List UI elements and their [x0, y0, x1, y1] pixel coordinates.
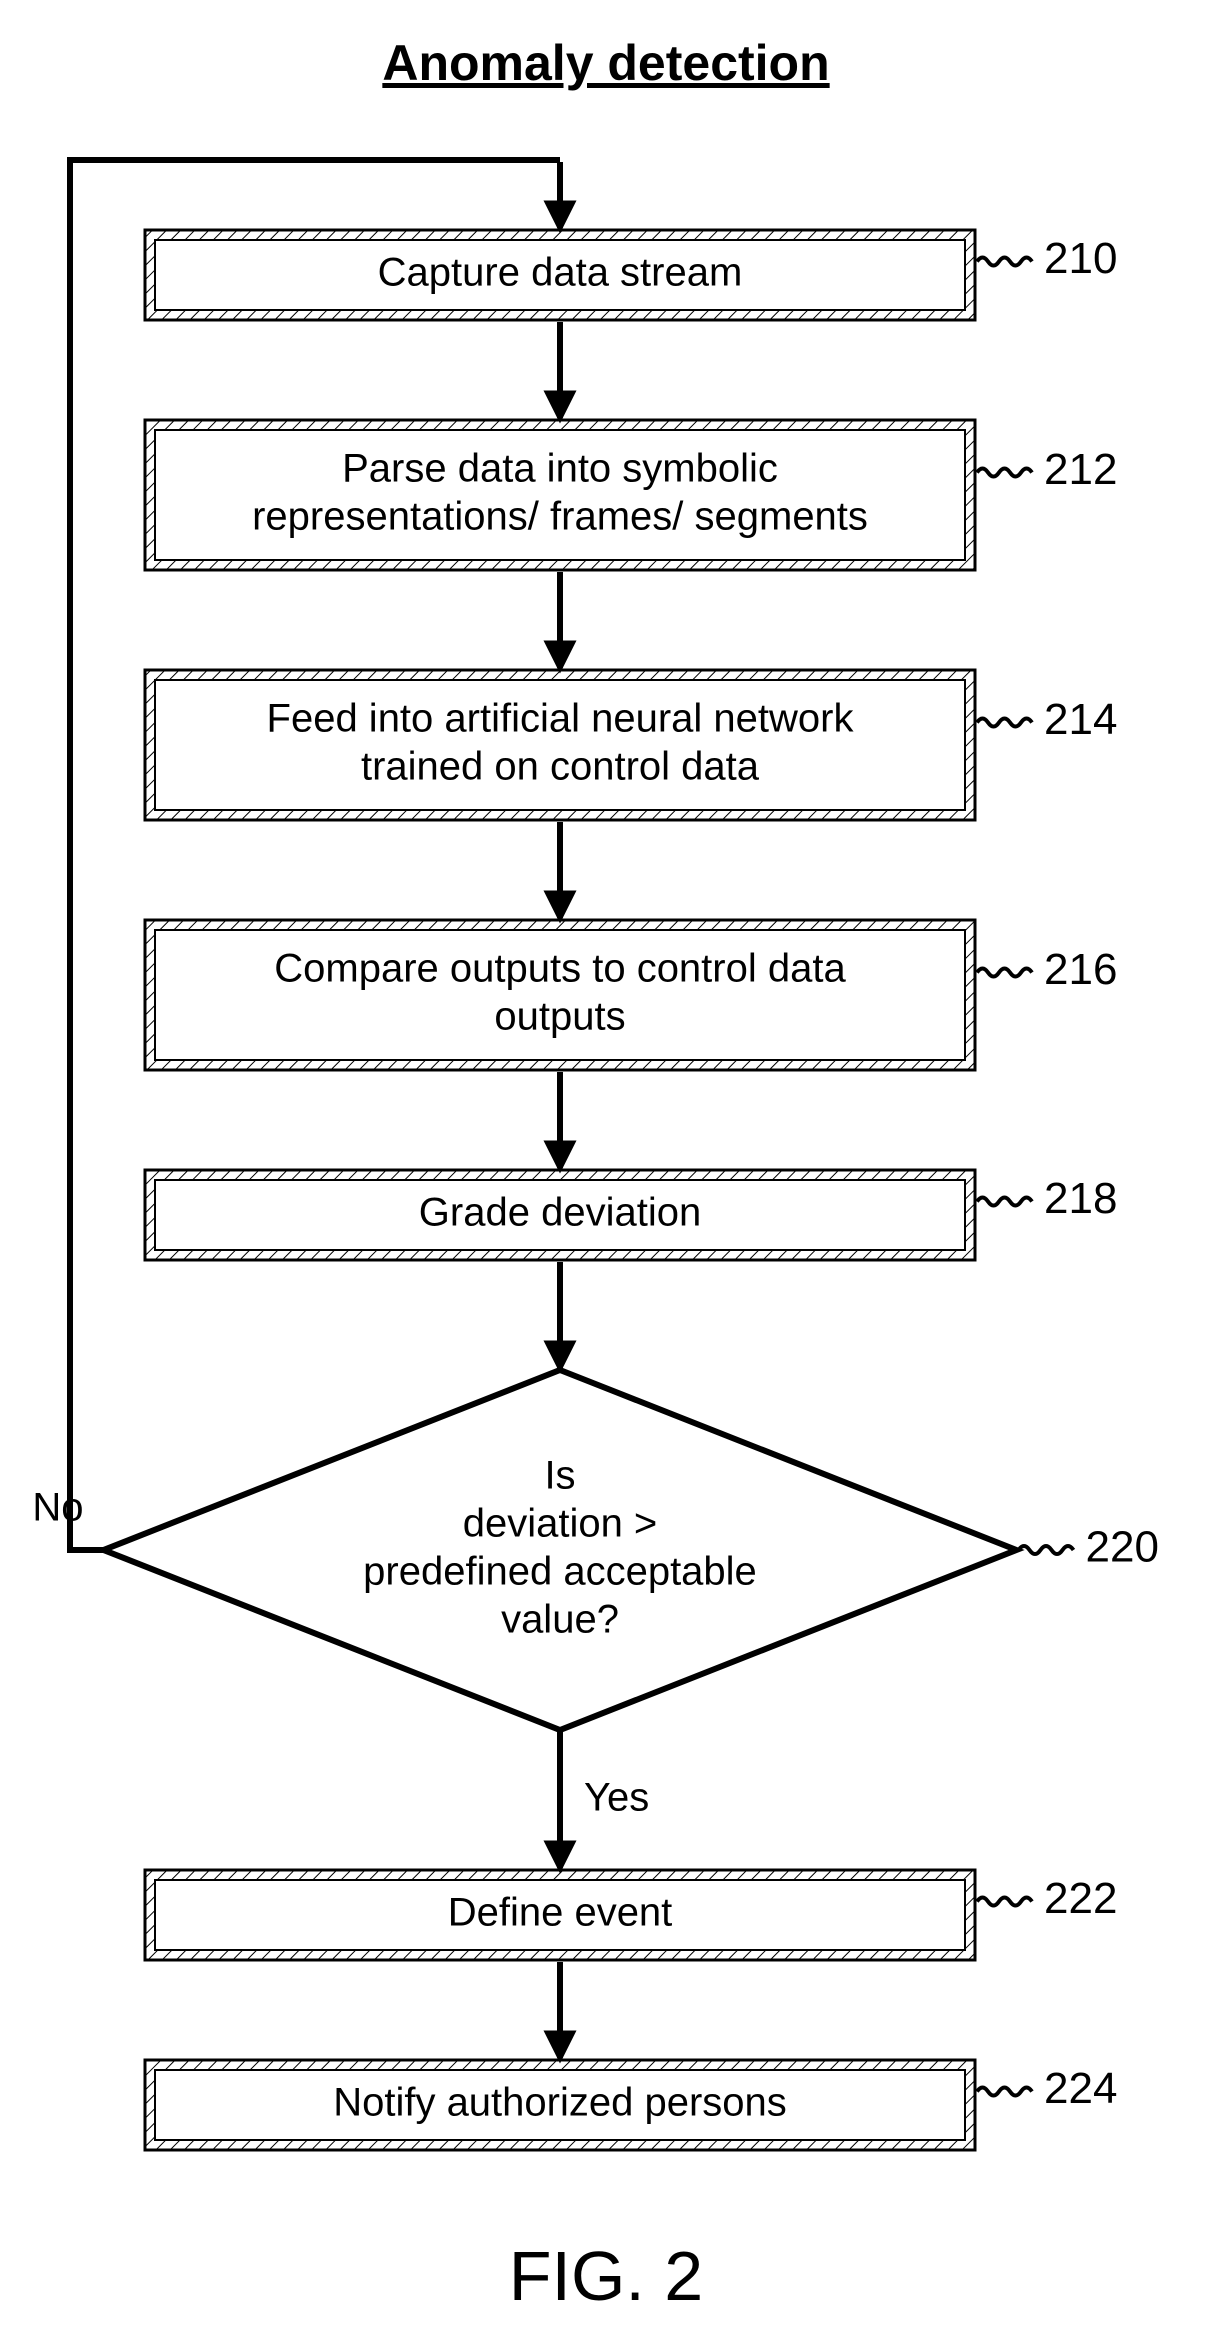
svg-text:trained on control data: trained on control data — [361, 745, 760, 789]
svg-text:No: No — [32, 1486, 83, 1530]
svg-text:Parse data into symbolic: Parse data into symbolic — [342, 447, 778, 491]
svg-text:Capture data stream: Capture data stream — [378, 251, 743, 295]
svg-text:deviation >: deviation > — [463, 1502, 658, 1546]
svg-text:representations/ frames/ segme: representations/ frames/ segments — [252, 495, 868, 539]
svg-text:Grade deviation: Grade deviation — [419, 1191, 701, 1235]
svg-text:predefined acceptable: predefined acceptable — [363, 1550, 757, 1594]
svg-text:Feed into artificial neural ne: Feed into artificial neural network — [267, 697, 855, 741]
svg-text:FIG. 2: FIG. 2 — [509, 2237, 703, 2315]
svg-text:218: 218 — [1044, 1174, 1117, 1223]
svg-text:220: 220 — [1086, 1523, 1159, 1572]
svg-text:216: 216 — [1044, 945, 1117, 994]
svg-text:Notify authorized persons: Notify authorized persons — [333, 2081, 787, 2125]
svg-text:Define event: Define event — [448, 1891, 673, 1935]
svg-text:214: 214 — [1044, 695, 1117, 744]
svg-text:222: 222 — [1044, 1874, 1117, 1923]
svg-text:outputs: outputs — [494, 995, 625, 1039]
svg-text:212: 212 — [1044, 445, 1117, 494]
svg-text:Is: Is — [544, 1454, 575, 1498]
svg-text:Yes: Yes — [584, 1776, 649, 1820]
svg-text:210: 210 — [1044, 234, 1117, 283]
svg-text:Anomaly detection: Anomaly detection — [382, 35, 829, 91]
svg-text:224: 224 — [1044, 2064, 1117, 2113]
svg-text:Compare outputs to control dat: Compare outputs to control data — [274, 947, 846, 991]
svg-text:value?: value? — [501, 1598, 619, 1642]
